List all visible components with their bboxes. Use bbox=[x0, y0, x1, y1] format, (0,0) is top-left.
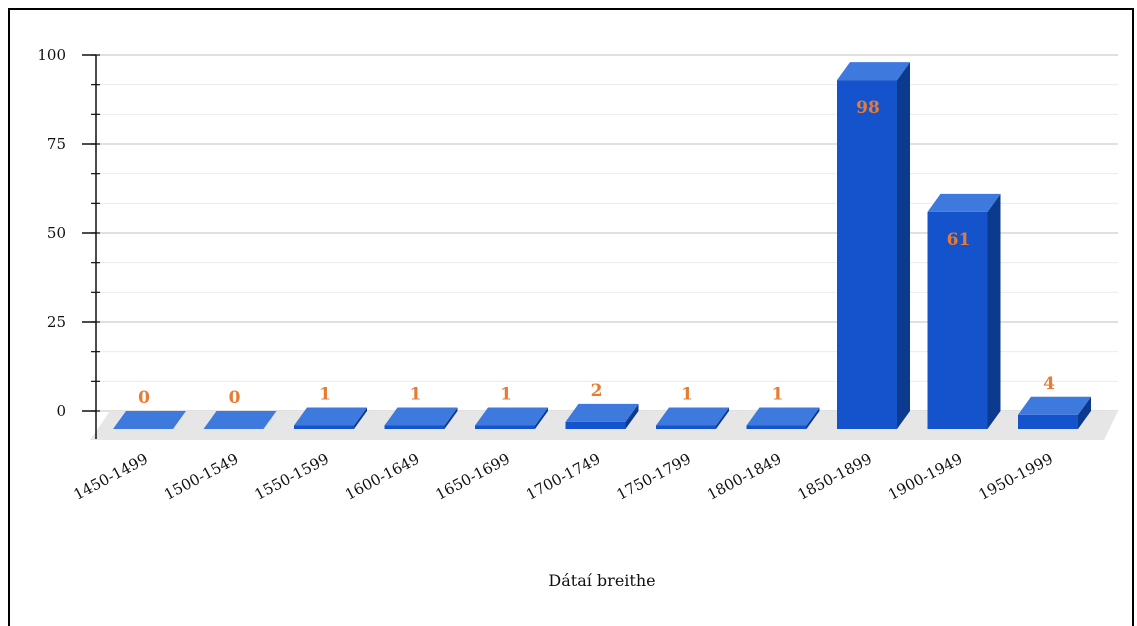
bar-side bbox=[444, 407, 458, 429]
data-label: 0 bbox=[138, 388, 150, 408]
bar-front bbox=[475, 425, 535, 429]
bar bbox=[203, 411, 277, 429]
bar-top bbox=[113, 411, 186, 429]
bar-top bbox=[475, 407, 548, 426]
y-tick-label: 25 bbox=[47, 313, 66, 331]
bar bbox=[113, 411, 186, 429]
y-tick-label: 100 bbox=[37, 46, 66, 64]
bar-top bbox=[294, 407, 367, 426]
gridlines bbox=[96, 54, 1118, 412]
data-label: 1 bbox=[681, 384, 693, 404]
y-tick-label: 75 bbox=[47, 135, 66, 153]
bar bbox=[565, 403, 639, 429]
bar bbox=[927, 193, 1001, 429]
bars bbox=[113, 62, 1091, 430]
bar-top bbox=[656, 407, 729, 426]
bar-front bbox=[927, 211, 988, 429]
bar-top bbox=[384, 407, 458, 426]
x-tick-label: 1550-1599 bbox=[252, 450, 332, 504]
x-tick-labels: 1450-1499 1500-1549 1550-1599 1600-1649 1650… bbox=[71, 450, 1056, 504]
bar-front bbox=[837, 80, 897, 430]
bar-top bbox=[565, 403, 639, 422]
bar-front bbox=[384, 425, 445, 429]
data-label: 1 bbox=[319, 384, 331, 404]
x-tick-label: 1950-1999 bbox=[976, 450, 1056, 504]
y-tick-label: 50 bbox=[47, 224, 66, 242]
x-tick-label: 1500-1549 bbox=[161, 450, 241, 504]
bar-side bbox=[806, 407, 820, 429]
bar bbox=[294, 407, 367, 429]
x-tick-label: 1800-1849 bbox=[704, 450, 784, 504]
bar-side bbox=[625, 403, 639, 429]
bar-front bbox=[656, 425, 716, 429]
bar bbox=[746, 407, 820, 429]
bar-side bbox=[716, 407, 729, 429]
y-tick-label: 0 bbox=[56, 402, 66, 420]
x-tick-label: 1450-1499 bbox=[71, 450, 151, 504]
data-label: 1 bbox=[500, 384, 512, 404]
data-label: 61 bbox=[947, 230, 971, 250]
bar-front bbox=[294, 425, 354, 429]
bar bbox=[1018, 396, 1091, 429]
bar-side bbox=[354, 407, 367, 429]
bar bbox=[384, 407, 458, 429]
bar-side bbox=[1078, 396, 1091, 429]
data-label: 2 bbox=[591, 381, 603, 401]
bar-front bbox=[1018, 414, 1078, 429]
x-tick-label: 1850-1899 bbox=[795, 450, 875, 504]
x-tick-label: 1750-1799 bbox=[614, 450, 694, 504]
data-labels: 0 0 1 1 1 2 1 1 98 61 4 bbox=[138, 98, 1055, 408]
x-tick-label: 1700-1749 bbox=[523, 450, 603, 504]
x-tick-label: 1600-1649 bbox=[342, 450, 422, 504]
bar-top bbox=[746, 407, 820, 426]
chart-frame bbox=[8, 8, 1134, 626]
bar-top bbox=[203, 411, 277, 429]
x-tick-label: 1650-1699 bbox=[433, 450, 513, 504]
bar-top bbox=[837, 62, 910, 81]
data-label: 98 bbox=[856, 98, 880, 118]
data-label: 4 bbox=[1043, 374, 1055, 394]
bar bbox=[837, 62, 910, 430]
data-label: 1 bbox=[772, 384, 784, 404]
x-axis-title: Dátaí breithe bbox=[548, 571, 655, 590]
bar-side bbox=[987, 193, 1001, 429]
bar bbox=[475, 407, 548, 429]
bar-top bbox=[927, 193, 1001, 212]
bar-side bbox=[897, 62, 910, 430]
bar-top bbox=[1018, 396, 1091, 415]
bar-front bbox=[746, 425, 807, 429]
bar bbox=[656, 407, 729, 429]
y-axis: 0 25 50 75 100 bbox=[37, 46, 100, 439]
x-tick-label: 1900-1949 bbox=[885, 450, 965, 504]
data-label: 0 bbox=[229, 388, 241, 408]
data-label: 1 bbox=[410, 384, 422, 404]
bar-side bbox=[535, 407, 548, 429]
bar-front bbox=[565, 421, 626, 429]
